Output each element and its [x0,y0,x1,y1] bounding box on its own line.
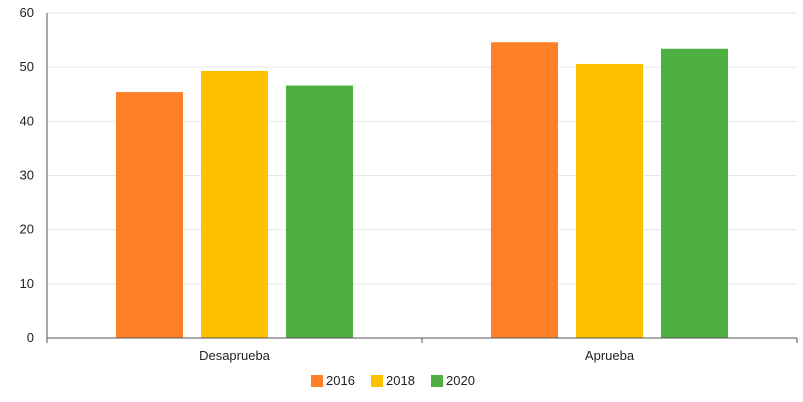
bar [201,70,268,338]
bar [576,63,643,339]
y-tick-label: 60 [20,5,34,20]
legend-label: 2020 [446,373,475,388]
y-tick-label: 20 [20,222,34,237]
y-tick-label: 40 [20,113,34,128]
legend: 2016 2018 2020 [311,373,475,388]
x-axis: Desaprueba Aprueba [46,337,798,363]
bar [116,92,183,338]
y-tick-label: 10 [20,276,34,291]
y-tick-label: 30 [20,168,34,183]
y-tick-label: 50 [20,59,34,74]
legend-swatch [371,375,383,387]
legend-swatch [311,375,323,387]
legend-label: 2018 [386,373,415,388]
y-axis: 0 10 20 30 40 50 60 [20,5,48,345]
bar [491,42,558,338]
bar [286,85,353,338]
x-tick-label: Desaprueba [199,348,271,363]
y-tick-label: 0 [27,330,34,345]
legend-swatch [431,375,443,387]
legend-label: 2016 [326,373,355,388]
bars [116,42,728,339]
x-tick-label: Aprueba [585,348,635,363]
bar [661,48,728,338]
